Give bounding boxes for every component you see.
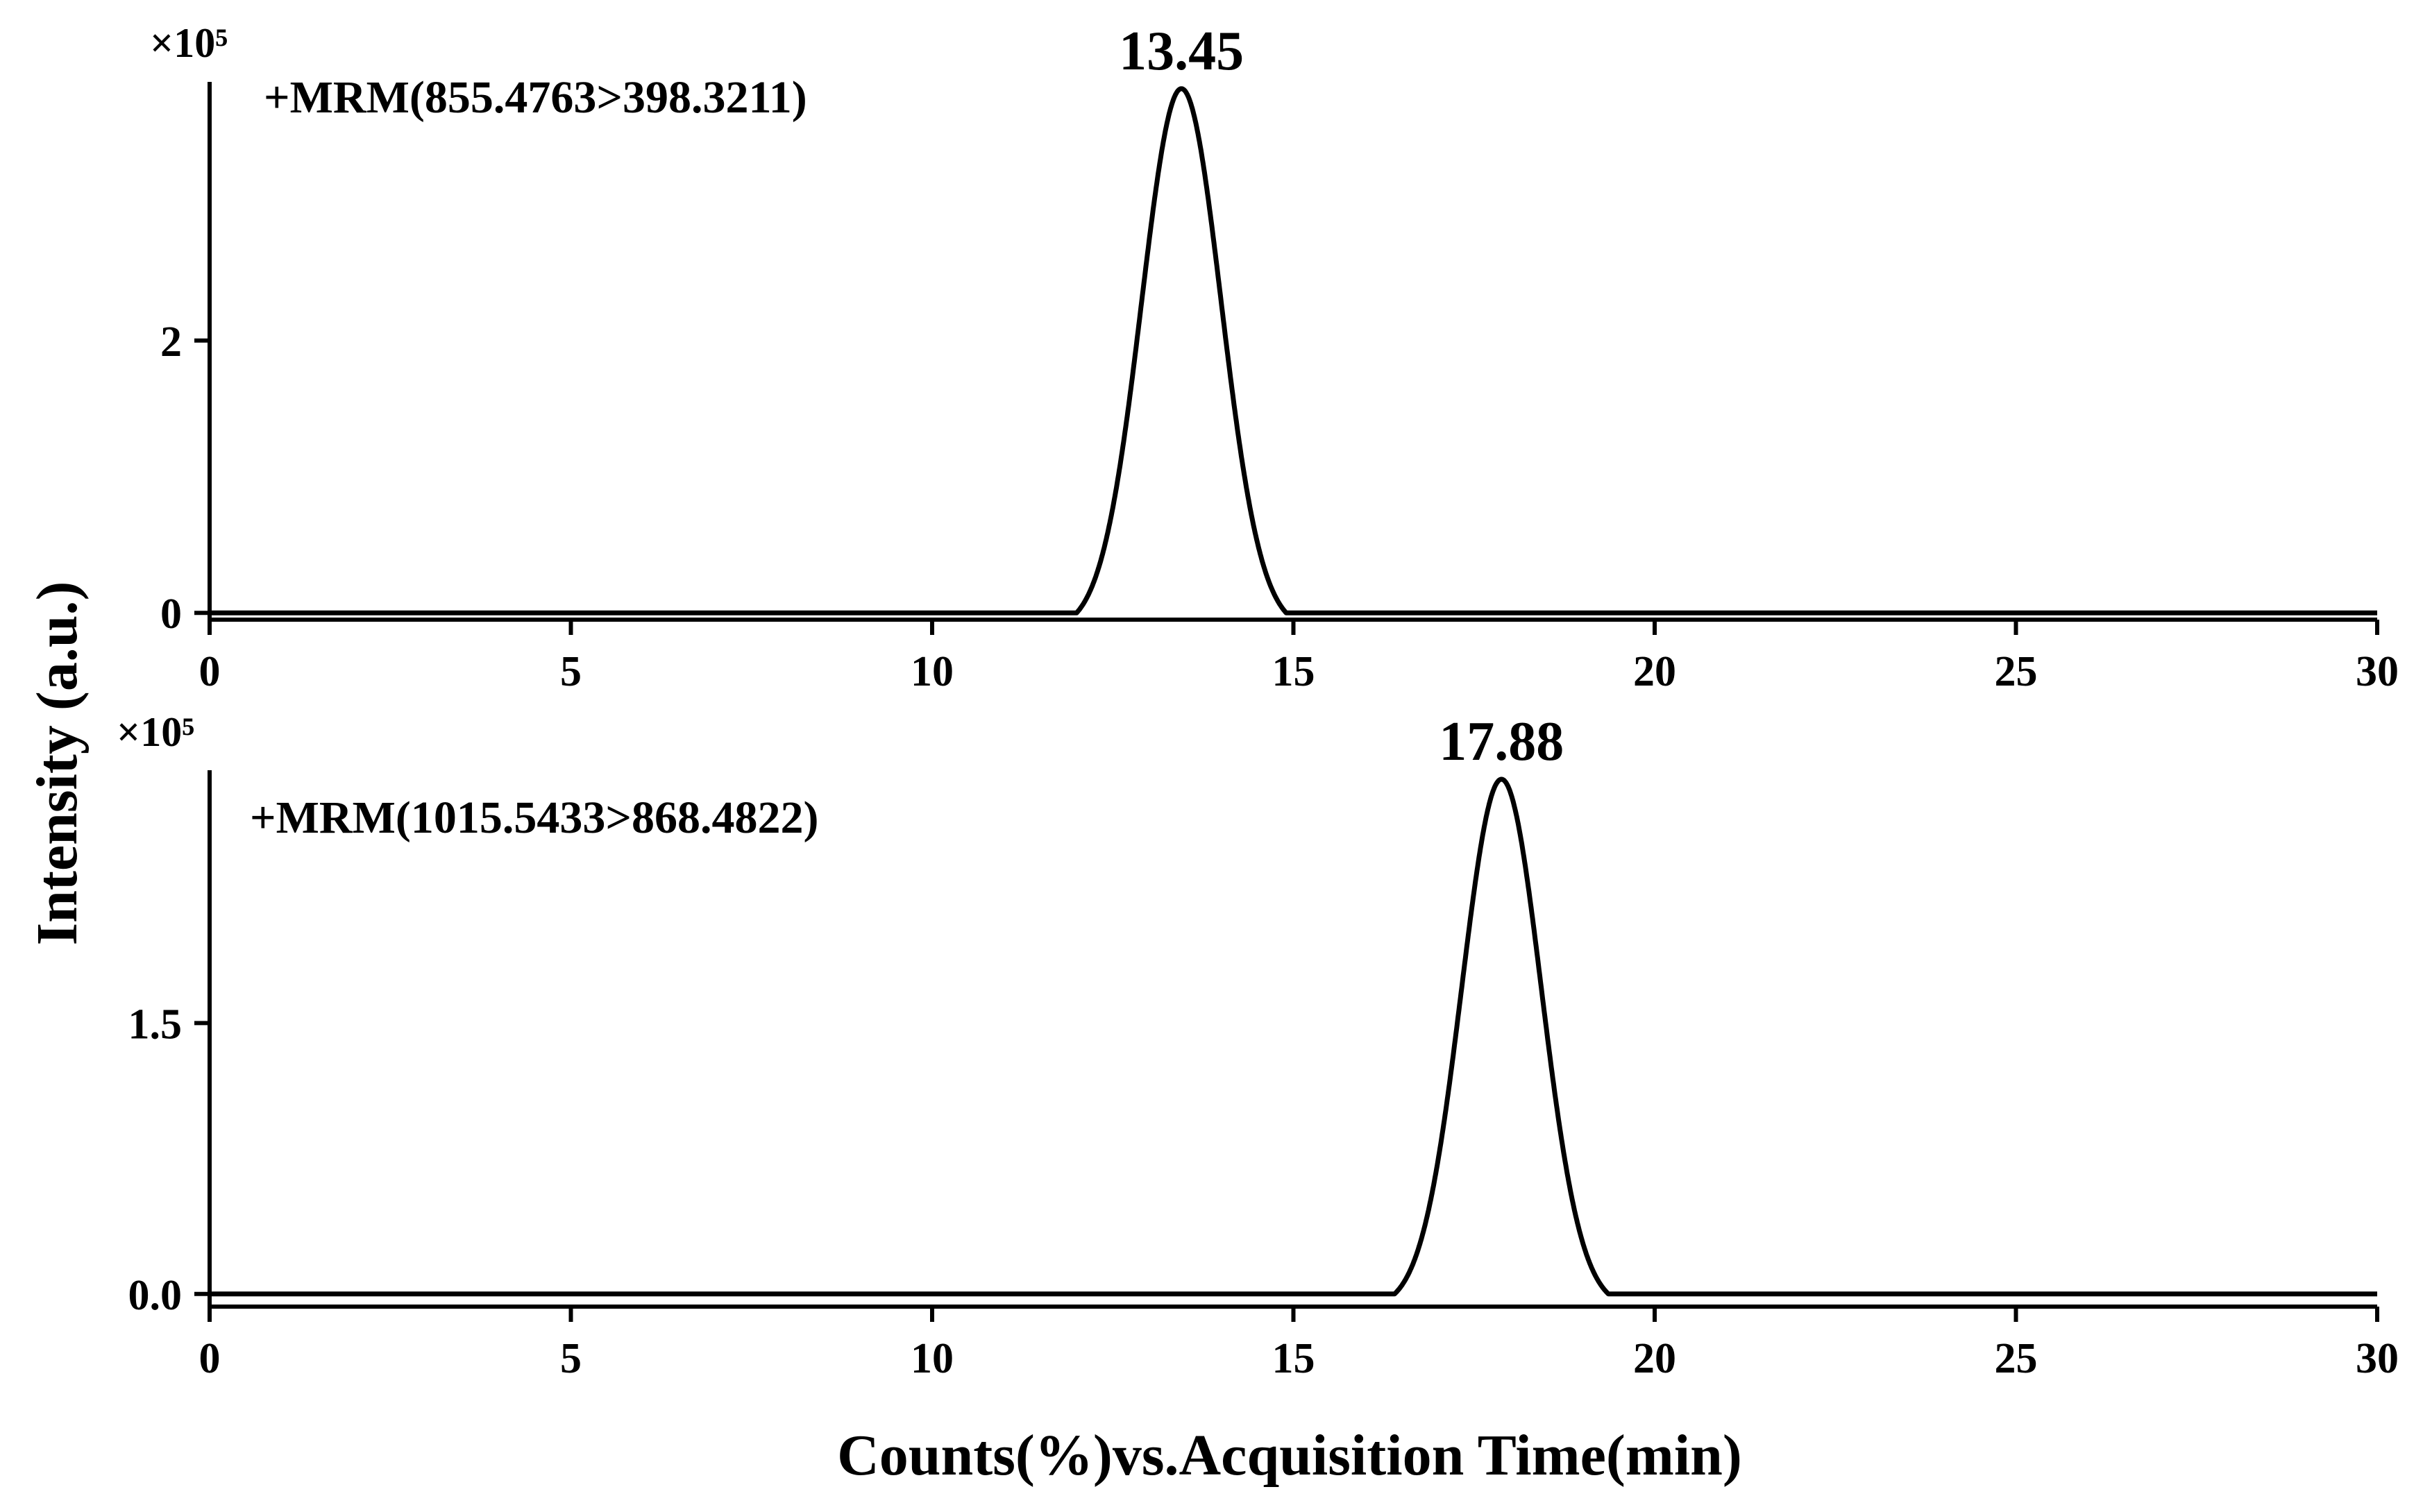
y-multiplier-label: ×10⁵ <box>150 20 228 66</box>
x-tick-label: 20 <box>1633 1335 1676 1382</box>
trace-line <box>208 86 2379 615</box>
x-tick-label: 15 <box>1272 1335 1315 1382</box>
x-axis-title: Counts(%)vs.Acquisition Time(min) <box>837 1423 1742 1488</box>
x-tick-label: 5 <box>560 1335 582 1382</box>
x-tick-label: 0 <box>199 648 221 695</box>
y-axis-title: Intensity (a.u.) <box>25 581 90 945</box>
peak-label: 17.88 <box>1439 711 1564 772</box>
x-tick-label: 10 <box>911 1335 954 1382</box>
y-tick-label: 2 <box>160 318 182 366</box>
x-tick-label: 30 <box>2356 648 2399 695</box>
chart-panel-2: ×10⁵ +MRM(1015.5433>868.4822) 17.88 0 5 10… <box>117 709 2399 1382</box>
x-tick-label: 30 <box>2356 1335 2399 1382</box>
y-tick-label: 0.0 <box>128 1272 183 1319</box>
trace-annotation: +MRM(855.4763>398.3211) <box>264 72 807 123</box>
x-tick-label: 0 <box>199 1335 221 1382</box>
y-multiplier-label: ×10⁵ <box>117 709 194 755</box>
x-tick-label: 25 <box>1995 1335 2038 1382</box>
x-tick-label: 25 <box>1995 648 2038 695</box>
trace-annotation: +MRM(1015.5433>868.4822) <box>250 792 818 843</box>
x-tick-label: 15 <box>1272 648 1315 695</box>
peak-label: 13.45 <box>1119 21 1244 82</box>
y-tick-label: 0 <box>160 591 182 638</box>
y-tick-label: 1.5 <box>128 1001 183 1048</box>
x-tick-label: 20 <box>1633 648 1676 695</box>
x-tick-label: 10 <box>911 648 954 695</box>
trace-line <box>208 776 2379 1297</box>
x-tick-label: 5 <box>560 648 582 695</box>
chart-panel-1: ×10⁵ +MRM(855.4763>398.3211) 13.45 0 5 10 1… <box>150 20 2399 695</box>
